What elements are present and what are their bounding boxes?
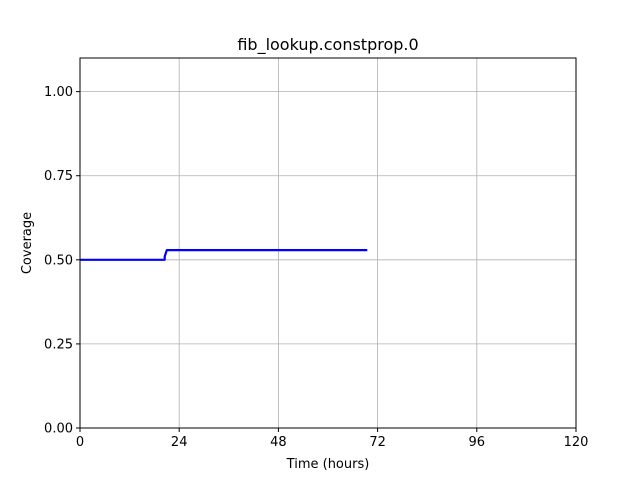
y-tick-label: 0.75: [44, 169, 73, 184]
x-tick-label: 48: [270, 435, 287, 450]
x-tick-label: 24: [171, 435, 188, 450]
y-tick-label: 0.00: [44, 422, 73, 437]
y-tick-label: 1.00: [44, 85, 73, 100]
y-tick-label: 0.50: [44, 253, 73, 268]
x-axis-label: Time (hours): [286, 457, 370, 472]
x-tick-label: 120: [564, 435, 589, 450]
series-layer: [80, 249, 368, 261]
grid-lines: [79, 58, 577, 429]
x-tick-label: 72: [369, 435, 386, 450]
tick-layer: 0 24 48 72 96 120 0.00 0.25 0.50 0.75 1.00: [44, 85, 588, 450]
chart-title: fib_lookup.constprop.0: [237, 35, 418, 55]
y-axis-label: Coverage: [20, 212, 35, 274]
y-tick-label: 0.25: [44, 337, 73, 352]
x-tick-label: 0: [76, 435, 84, 450]
coverage-series-line: [80, 249, 368, 261]
x-tick-label: 96: [469, 435, 486, 450]
plot-frame: [79, 57, 577, 429]
